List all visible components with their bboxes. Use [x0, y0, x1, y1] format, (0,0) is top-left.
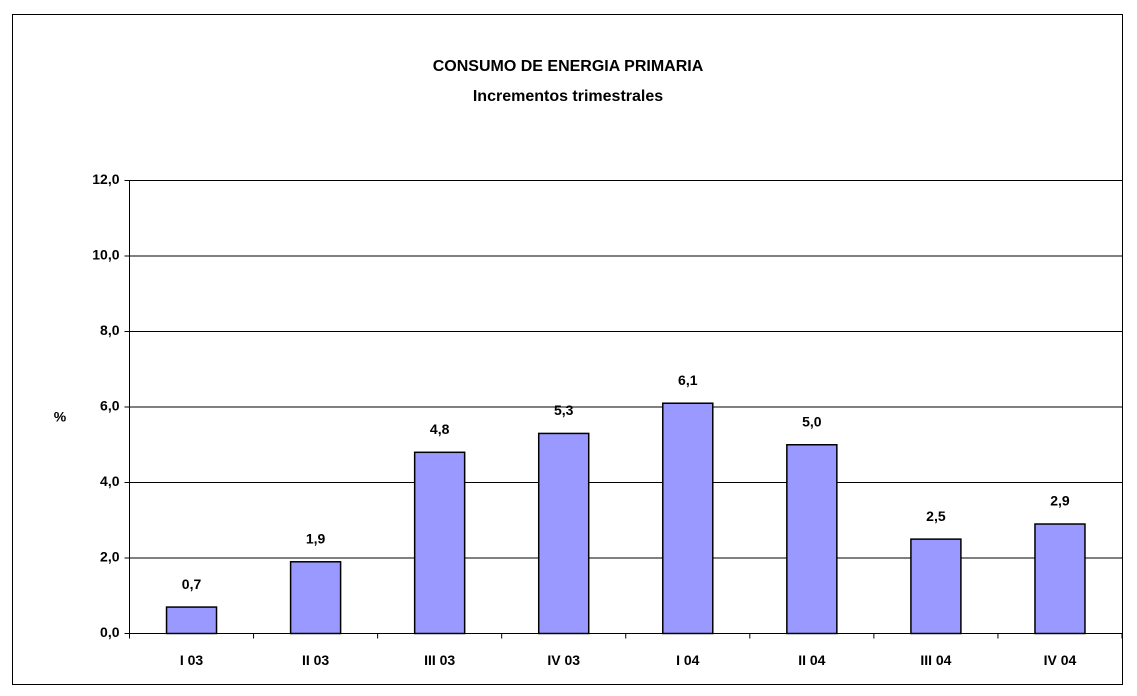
bar — [165, 606, 218, 635]
data-label: 5,3 — [554, 402, 574, 418]
x-tick-label: I 03 — [180, 652, 204, 668]
chart-subtitle: Incrementos trimestrales — [473, 88, 663, 105]
data-label: 2,9 — [1050, 493, 1070, 509]
y-tick-label: 8,0 — [100, 322, 120, 338]
data-label: 6,1 — [678, 372, 698, 388]
x-tick-label: IV 04 — [1044, 652, 1077, 668]
bar — [537, 432, 590, 635]
y-tick-label: 6,0 — [100, 398, 120, 414]
x-tick-label: IV 03 — [547, 652, 580, 668]
x-tick-label: III 03 — [424, 652, 455, 668]
data-label: 5,0 — [802, 413, 822, 429]
x-tick-label: I 04 — [676, 652, 700, 668]
chart-title: CONSUMO DE ENERGIA PRIMARIA — [433, 58, 704, 75]
data-label: 2,5 — [926, 508, 946, 524]
y-axis-label: % — [54, 409, 67, 425]
bar — [289, 561, 342, 635]
x-tick-label: III 04 — [920, 652, 951, 668]
y-tick-label: 4,0 — [100, 473, 120, 489]
y-tick-label: 10,0 — [92, 247, 119, 263]
y-tick-label: 0,0 — [100, 624, 120, 640]
data-label: 0,7 — [182, 576, 202, 592]
bar — [786, 444, 838, 635]
y-tick-label: 2,0 — [100, 549, 120, 565]
x-tick-label: II 04 — [798, 652, 825, 668]
bar — [662, 402, 714, 635]
y-tick-label: 12,0 — [92, 171, 119, 187]
data-label: 1,9 — [306, 530, 326, 546]
bar — [413, 451, 466, 635]
bar — [1034, 523, 1086, 635]
bar — [910, 538, 962, 635]
x-tick-label: II 03 — [302, 652, 329, 668]
data-label: 4,8 — [430, 421, 450, 437]
